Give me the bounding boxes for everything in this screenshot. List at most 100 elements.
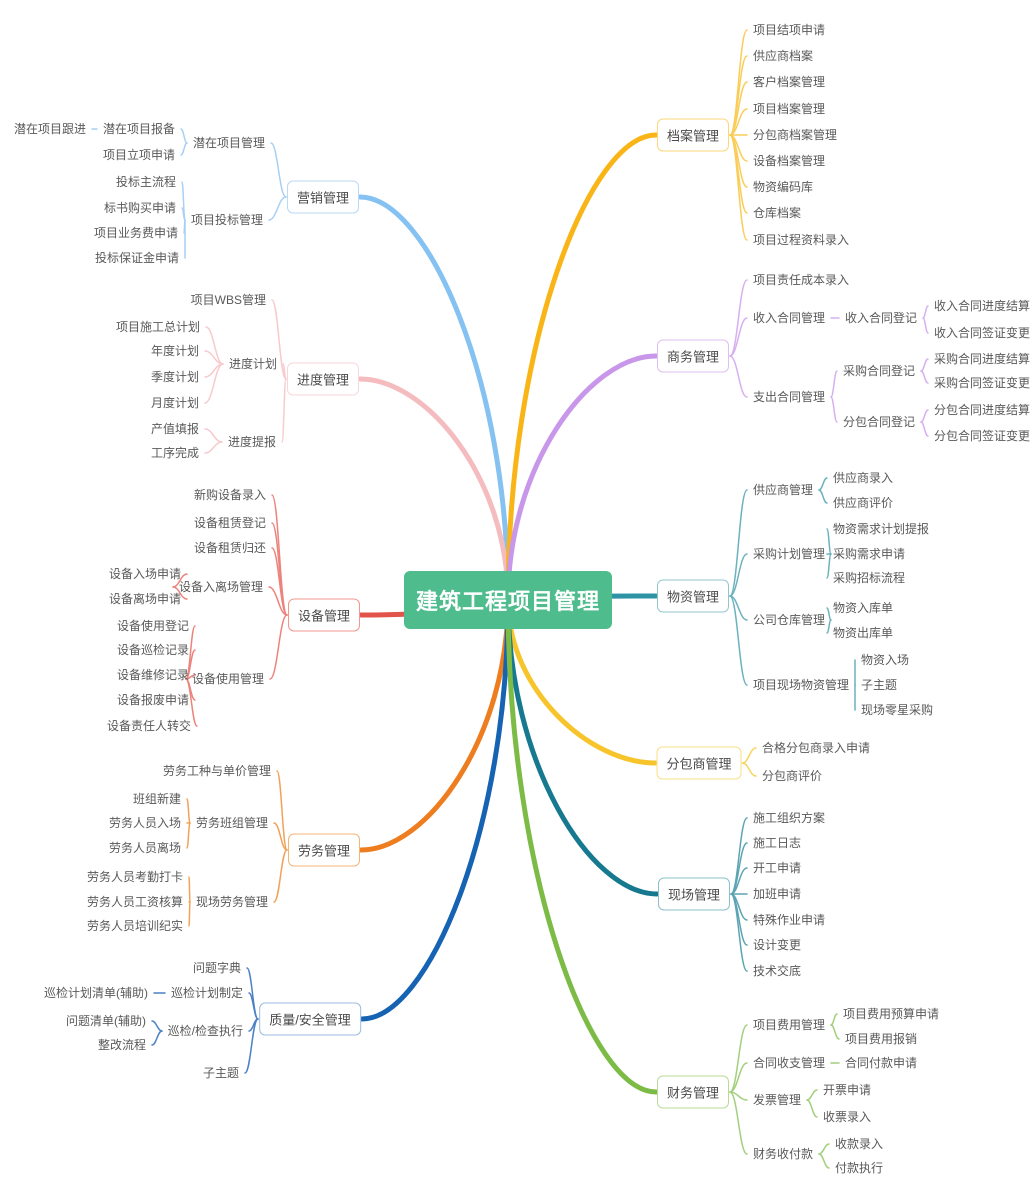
subtopic[interactable]: 收入合同登记	[845, 311, 918, 325]
subtopic[interactable]: 分包合同登记	[843, 415, 916, 429]
subtopic[interactable]: 潜在项目跟进	[13, 122, 86, 136]
subtopic[interactable]: 设备档案管理	[753, 154, 826, 168]
subtopic[interactable]: 设备租赁归还	[193, 541, 266, 555]
subtopic[interactable]: 劳务人员考勤打卡	[86, 870, 183, 884]
subtopic[interactable]: 项目费用报销	[845, 1032, 918, 1046]
subtopic[interactable]: 供应商管理	[753, 483, 814, 497]
subtopic[interactable]: 设备巡检记录	[116, 643, 189, 657]
subtopic[interactable]: 设计变更	[753, 938, 802, 952]
subtopic[interactable]: 问题清单(辅助)	[66, 1014, 146, 1028]
subtopic[interactable]: 项目立项申请	[102, 148, 175, 162]
subtopic[interactable]: 合格分包商录入申请	[762, 741, 871, 755]
subtopic[interactable]: 设备入场申请	[108, 567, 181, 581]
subtopic[interactable]: 收入合同管理	[753, 311, 826, 325]
subtopic[interactable]: 标书购买申请	[103, 201, 176, 215]
subtopic[interactable]: 供应商录入	[833, 471, 894, 485]
subtopic[interactable]: 月度计划	[150, 396, 199, 410]
branch-finance[interactable]: 财务管理	[656, 1075, 730, 1109]
subtopic[interactable]: 合同收支管理	[753, 1056, 826, 1070]
subtopic[interactable]: 进度提报	[227, 435, 276, 449]
subtopic[interactable]: 项目WBS管理	[190, 293, 266, 307]
subtopic[interactable]: 收款录入	[835, 1137, 884, 1151]
subtopic[interactable]: 现场劳务管理	[195, 895, 268, 909]
subtopic[interactable]: 潜在项目管理	[192, 136, 265, 150]
subtopic[interactable]: 设备租赁登记	[193, 516, 266, 530]
subtopic[interactable]: 项目现场物资管理	[753, 678, 850, 692]
subtopic[interactable]: 采购需求申请	[833, 547, 906, 561]
central-topic[interactable]: 建筑工程项目管理	[403, 571, 613, 629]
subtopic[interactable]: 设备维修记录	[116, 668, 189, 682]
subtopic[interactable]: 采购计划管理	[753, 547, 826, 561]
subtopic[interactable]: 仓库档案	[753, 206, 802, 220]
subtopic[interactable]: 开工申请	[753, 861, 802, 875]
subtopic[interactable]: 设备使用管理	[191, 672, 264, 686]
subtopic[interactable]: 收入合同签证变更	[934, 326, 1031, 340]
subtopic[interactable]: 产值填报	[150, 422, 199, 436]
subtopic[interactable]: 工序完成	[150, 446, 199, 460]
subtopic[interactable]: 进度计划	[228, 357, 277, 371]
subtopic[interactable]: 子主题	[861, 678, 898, 692]
subtopic[interactable]: 子主题	[202, 1066, 239, 1080]
subtopic[interactable]: 开票申请	[823, 1083, 872, 1097]
subtopic[interactable]: 巡检计划制定	[170, 986, 243, 1000]
subtopic[interactable]: 客户档案管理	[753, 75, 826, 89]
subtopic[interactable]: 投标主流程	[115, 175, 176, 189]
subtopic[interactable]: 潜在项目报备	[102, 122, 175, 136]
subtopic[interactable]: 分包合同进度结算	[934, 403, 1031, 417]
subtopic[interactable]: 施工组织方案	[753, 811, 826, 825]
subtopic[interactable]: 投标保证金申请	[94, 251, 179, 265]
subtopic[interactable]: 采购合同进度结算	[934, 352, 1031, 366]
subtopic[interactable]: 收入合同进度结算	[934, 299, 1031, 313]
subtopic[interactable]: 现场零星采购	[861, 703, 934, 717]
subtopic[interactable]: 新购设备录入	[193, 488, 266, 502]
subtopic[interactable]: 技术交底	[753, 964, 802, 978]
branch-quality-safety[interactable]: 质量/安全管理	[259, 1002, 361, 1036]
subtopic[interactable]: 分包合同签证变更	[934, 429, 1031, 443]
subtopic[interactable]: 分包商档案管理	[753, 128, 838, 142]
subtopic[interactable]: 物资入库单	[833, 601, 894, 615]
subtopic[interactable]: 物资入场	[861, 653, 910, 667]
branch-material[interactable]: 物资管理	[656, 579, 730, 613]
subtopic[interactable]: 项目结项申请	[753, 23, 826, 37]
subtopic[interactable]: 项目投标管理	[190, 213, 263, 227]
subtopic[interactable]: 物资出库单	[833, 626, 894, 640]
subtopic[interactable]: 项目过程资料录入	[753, 233, 850, 247]
subtopic[interactable]: 发票管理	[753, 1093, 802, 1107]
branch-marketing[interactable]: 营销管理	[286, 180, 360, 214]
subtopic[interactable]: 项目责任成本录入	[753, 273, 850, 287]
subtopic[interactable]: 物资编码库	[753, 180, 814, 194]
branch-labor[interactable]: 劳务管理	[287, 833, 361, 867]
subtopic[interactable]: 班组新建	[132, 792, 181, 806]
branch-archive[interactable]: 档案管理	[656, 118, 730, 152]
subtopic[interactable]: 劳务人员工资核算	[86, 895, 183, 909]
subtopic[interactable]: 巡检计划清单(辅助)	[44, 986, 148, 1000]
subtopic[interactable]: 分包商评价	[762, 769, 823, 783]
subtopic[interactable]: 项目施工总计划	[115, 320, 200, 334]
branch-site[interactable]: 现场管理	[657, 877, 731, 911]
branch-progress[interactable]: 进度管理	[286, 362, 360, 396]
subtopic[interactable]: 巡检/检查执行	[167, 1024, 243, 1038]
branch-business[interactable]: 商务管理	[656, 339, 730, 373]
subtopic[interactable]: 项目档案管理	[753, 102, 826, 116]
subtopic[interactable]: 劳务班组管理	[195, 816, 268, 830]
subtopic[interactable]: 收票录入	[823, 1110, 872, 1124]
subtopic[interactable]: 支出合同管理	[753, 390, 826, 404]
subtopic[interactable]: 物资需求计划提报	[833, 522, 930, 536]
subtopic[interactable]: 设备离场申请	[108, 592, 181, 606]
subtopic[interactable]: 付款执行	[835, 1161, 884, 1175]
subtopic[interactable]: 供应商档案	[753, 49, 814, 63]
subtopic[interactable]: 设备使用登记	[116, 619, 189, 633]
subtopic[interactable]: 年度计划	[150, 344, 199, 358]
subtopic[interactable]: 劳务工种与单价管理	[162, 764, 271, 778]
subtopic[interactable]: 公司仓库管理	[753, 613, 826, 627]
subtopic[interactable]: 采购合同签证变更	[934, 376, 1031, 390]
subtopic[interactable]: 财务收付款	[753, 1147, 814, 1161]
subtopic[interactable]: 劳务人员离场	[108, 841, 181, 855]
subtopic[interactable]: 项目费用预算申请	[843, 1007, 940, 1021]
subtopic[interactable]: 设备报废申请	[116, 693, 189, 707]
subtopic[interactable]: 整改流程	[97, 1038, 146, 1052]
subtopic[interactable]: 项目业务费申请	[93, 226, 178, 240]
subtopic[interactable]: 季度计划	[150, 370, 199, 384]
subtopic[interactable]: 设备责任人转交	[106, 719, 191, 733]
branch-subcontractor[interactable]: 分包商管理	[656, 746, 742, 780]
